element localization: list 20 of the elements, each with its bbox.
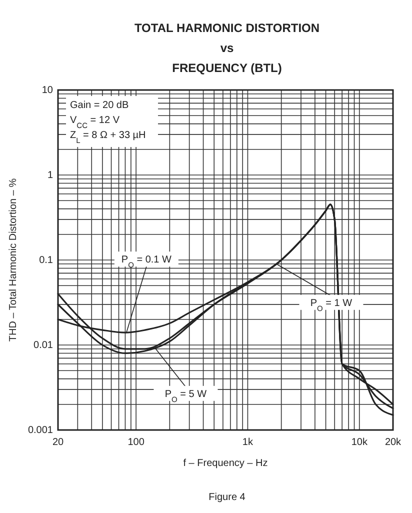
annotation: P$_{O}$ = 5 W xyxy=(164,388,208,404)
y-tick-label: 0.001 xyxy=(28,425,54,436)
x-tick-label: 100 xyxy=(128,437,145,448)
x-tick-label: 20k xyxy=(384,437,402,448)
caption: Figure 4 xyxy=(208,492,246,503)
y-axis-title: THD – Total Harmonic Distortion – % xyxy=(8,178,19,342)
x-tick-label: 20 xyxy=(52,437,64,448)
annotation: Z$_{L}$ = 8 Ω + 33 µH xyxy=(70,130,146,144)
x-axis-title: f – Frequency – Hz xyxy=(183,458,268,469)
x-tick-label: 1k xyxy=(242,437,254,448)
y-tick-label: 0.01 xyxy=(34,340,54,352)
chart-title: TOTAL HARMONIC DISTORTION vs FREQUENCY (BTL) xyxy=(134,21,320,75)
annotation: Gain = 20 dB xyxy=(70,100,129,111)
x-tick-label: 10k xyxy=(351,437,368,448)
annotation: V$_{CC}$ = 12 V xyxy=(70,115,120,130)
annotation: P$_{O}$ = 0.1 W xyxy=(121,254,172,270)
y-tick-label: 10 xyxy=(42,85,54,96)
y-tick-label: 0.1 xyxy=(39,255,54,266)
y-tick-label: 1 xyxy=(47,170,54,182)
annotation: P$_{O}$ = 1 W xyxy=(310,298,353,312)
